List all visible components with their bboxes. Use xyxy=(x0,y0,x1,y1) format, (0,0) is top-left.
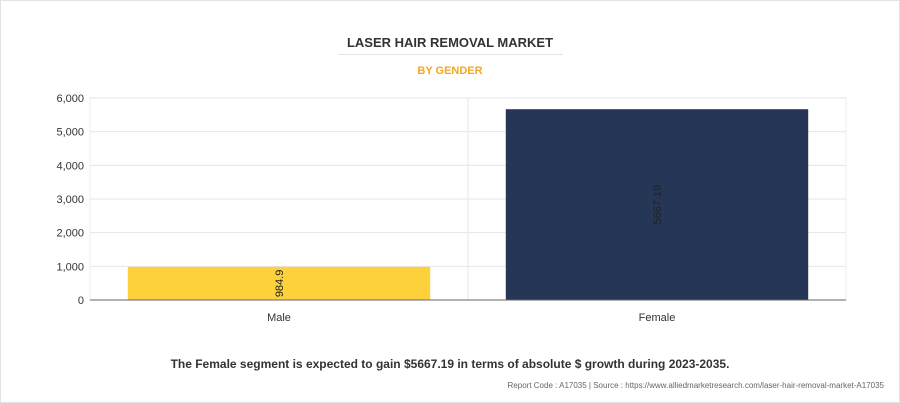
chart-footnote: The Female segment is expected to gain $… xyxy=(170,357,730,371)
chart-title: LASER HAIR REMOVAL MARKET xyxy=(346,35,554,50)
bar-male xyxy=(127,266,431,300)
x-tick-label: Male xyxy=(267,312,291,324)
data-label: 984.9 xyxy=(274,270,286,298)
source-citation: Report Code : A17035 | Source : https://… xyxy=(507,381,884,390)
y-tick-label: 1,000 xyxy=(56,261,84,273)
y-tick-label: 6,000 xyxy=(56,93,84,105)
chart-subtitle: BY GENDER xyxy=(417,65,483,77)
x-tick-label: Female xyxy=(639,312,676,324)
y-tick-label: 4,000 xyxy=(56,160,84,172)
bar-female xyxy=(505,109,809,300)
data-label: 5667.19 xyxy=(652,185,664,225)
y-tick-label: 2,000 xyxy=(56,228,84,240)
y-tick-label: 0 xyxy=(78,295,84,307)
y-tick-label: 5,000 xyxy=(56,127,84,139)
y-tick-label: 3,000 xyxy=(56,194,84,206)
title-divider xyxy=(338,54,563,55)
